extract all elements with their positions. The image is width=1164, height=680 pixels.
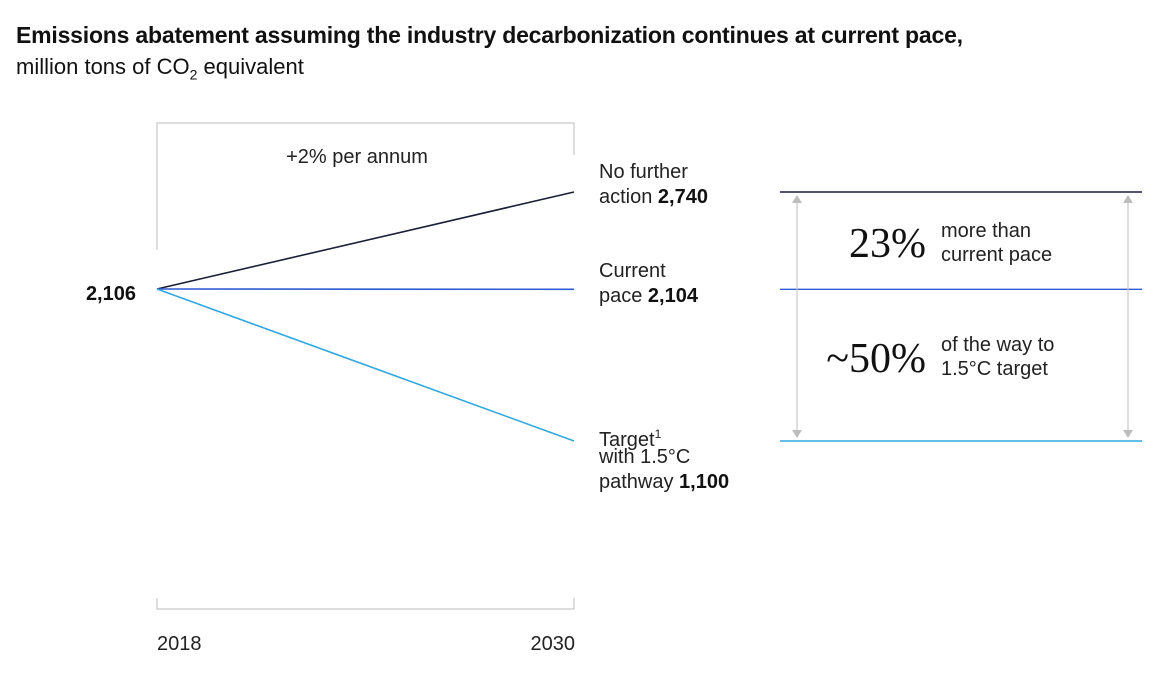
- x-tick-label-2018: 2018: [157, 633, 202, 655]
- annotation-text-2: of the way to 1.5°C target: [941, 334, 1054, 380]
- series-label-target-with-1-5-c-pathway: Target1 with 1.5°C pathway 1,100: [598, 427, 729, 493]
- left-range-arrow: [792, 195, 802, 438]
- series-label-current-pace: Current pace 2,104: [599, 260, 699, 307]
- x-tick-label-2030: 2030: [531, 633, 576, 655]
- series-label-no-further-action: No further action 2,740: [599, 161, 708, 208]
- growth-annotation: +2% per annum: [286, 146, 428, 168]
- annotation-figure-1: 23%: [849, 221, 926, 267]
- x-axis-bracket: [156, 598, 575, 610]
- series-line-target-with-1-5-c-pathway: [156, 288, 575, 442]
- comparison-panel: 23% more than current pace ~50% of the way t…: [780, 191, 1142, 442]
- annotation-text-1: more than current pace: [941, 220, 1052, 266]
- chart-subtitle: million tons of CO2 equivalent: [16, 54, 304, 83]
- annotation-figure-2: ~50%: [826, 336, 926, 382]
- series-line-no-further-action: [156, 191, 575, 290]
- start-value-label: 2,106: [86, 283, 136, 305]
- top-frame: [156, 122, 575, 250]
- right-range-arrow: [1123, 195, 1133, 438]
- chart-title: Emissions abatement assuming the industr…: [16, 22, 963, 48]
